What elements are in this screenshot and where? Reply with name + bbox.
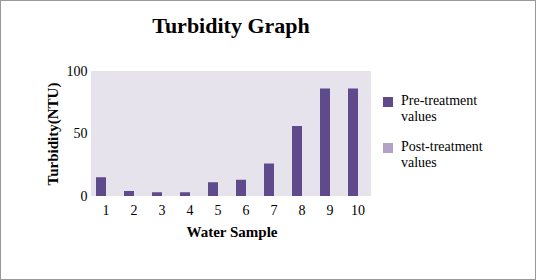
- html-text:Pre-treatment values: Pre-treatment values: [401, 93, 478, 124]
- svg-text:2: 2: [131, 203, 138, 218]
- svg-text:1: 1: [103, 203, 110, 218]
- svg-text:8: 8: [299, 203, 306, 218]
- svg-text:5: 5: [215, 203, 222, 218]
- html-text:Post-treatment values: Post-treatment values: [401, 139, 483, 170]
- svg-text:Water Sample: Water Sample: [187, 224, 278, 240]
- svg-text:6: 6: [243, 203, 250, 218]
- html-text:Turbidity Graph: Turbidity Graph: [152, 13, 310, 38]
- svg-text:50: 50: [74, 126, 88, 141]
- svg-text:4: 4: [187, 203, 194, 218]
- svg-text:7: 7: [271, 203, 278, 218]
- svg-text:9: 9: [327, 203, 334, 218]
- svg-text:3: 3: [159, 203, 166, 218]
- svg-text:0: 0: [81, 189, 88, 204]
- svg-text:Turbidity(NTU): Turbidity(NTU): [45, 83, 62, 186]
- svg-text:10: 10: [351, 203, 365, 218]
- svg-text:100: 100: [67, 64, 88, 79]
